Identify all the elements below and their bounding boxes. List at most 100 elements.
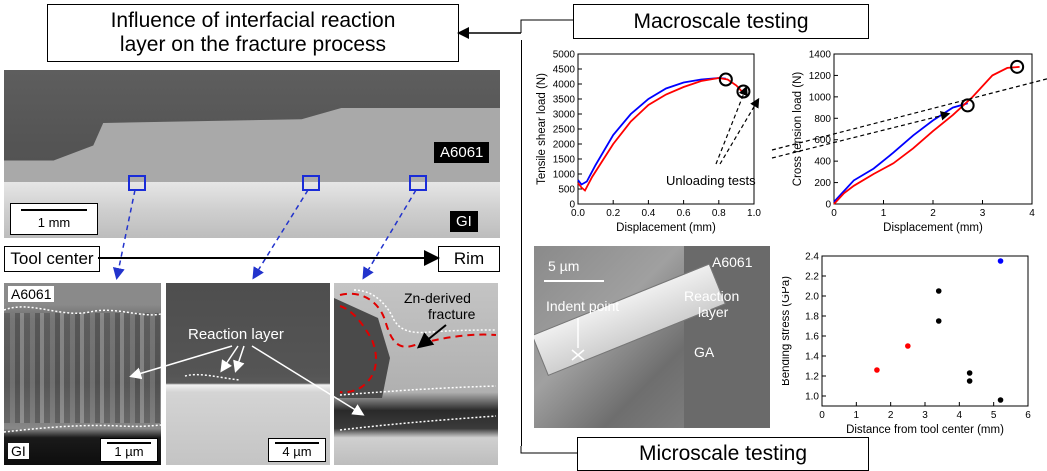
reaction-arrow-2 [220, 345, 239, 373]
title-line-2: layer on the fracture process [119, 33, 387, 56]
roi-pointer-1 [112, 189, 136, 280]
data-point [905, 343, 911, 349]
y-axis-label: Tensile shear load (N) [536, 73, 548, 185]
y-tick-label: 1.0 [805, 392, 819, 403]
panel1-top-interface [3, 306, 162, 316]
x-tick-label: 2 [930, 208, 936, 219]
panel1-bottom-interface [3, 424, 162, 433]
y-tick-label: 1000 [809, 92, 832, 103]
ga-label: GA [694, 344, 715, 360]
macroscale-title: Macroscale testing [573, 4, 869, 39]
panel1-a6061-label: A6061 [8, 286, 55, 302]
x-tick-label: 0 [831, 208, 837, 219]
zn-fracture-label-2: fracture [428, 306, 476, 322]
zn-fracture-label-1: Zn-derived [404, 290, 471, 306]
unloading-marker [736, 84, 751, 99]
data-point [997, 397, 1004, 403]
left-annotation-overlay: Reaction layer Zn-derived fracture [3, 175, 497, 433]
macro-a6061-label: A6061 [434, 142, 490, 163]
sem-scale-bar [544, 280, 604, 282]
micro-panel-1: A6061 GI 1 µm [4, 283, 161, 465]
sem-scale-label: 5 µm [548, 258, 580, 274]
y-tick-label: 1200 [809, 71, 832, 82]
right-frame-line [521, 40, 522, 446]
unloading-arrow-3 [771, 111, 951, 159]
y-tick-label: 1.8 [805, 312, 819, 323]
unloading-marker [718, 72, 733, 87]
sem-marks [571, 318, 585, 361]
y-tick-label: 1400 [809, 50, 832, 61]
y-tick-label: 0 [825, 200, 831, 211]
y-tick-label: 600 [814, 135, 831, 146]
unloading-arrow-4 [771, 78, 1047, 151]
x-tick-label: 3 [980, 208, 986, 219]
y-tick-label: 5000 [553, 50, 576, 61]
y-tick-label: 1.4 [805, 352, 819, 363]
panel3-top-interface [353, 289, 497, 334]
roi-pointer-2 [252, 189, 309, 280]
x-tick-label: 1 [854, 410, 860, 421]
unloading-tests-label: Unloading tests [666, 173, 756, 188]
y-tick-label: 3500 [553, 95, 576, 106]
data-point [935, 318, 942, 324]
y-tick-label: 2.2 [805, 272, 819, 283]
data-point [966, 370, 973, 376]
panel2-scale-bar: 4 µm [268, 438, 326, 462]
x-tick-label: 0.8 [712, 208, 726, 219]
y-tick-label: 1000 [553, 170, 576, 181]
title-box: Influence of interfacial reaction layer … [47, 4, 459, 62]
indent-point-label: Indent point [546, 298, 620, 314]
bending-stress-chart: 0 1 2 3 4 5 6 1.0 1.2 1.4 1.6 1.8 2.0 2.2 2.4 Distance … [782, 252, 1031, 437]
y-tick-label: 1500 [553, 155, 576, 166]
tool-center-label: Tool center [4, 246, 100, 272]
microscale-title: Microscale testing [577, 437, 869, 471]
sem-a6061-label: A6061 [712, 254, 753, 270]
x-axis-label: Displacement (mm) [883, 222, 983, 234]
x-tick-label: 0.0 [571, 208, 585, 219]
roi-box-1 [128, 175, 146, 191]
macro-cross-section-image: A6061 GI 1 mm [4, 70, 500, 238]
series-line-2 [577, 77, 745, 192]
rim-label: Rim [438, 246, 500, 272]
y-tick-label: 800 [814, 114, 831, 125]
x-tick-label: 0.2 [606, 208, 620, 219]
y-tick-label: 1.2 [805, 372, 819, 383]
roi-box-2 [302, 175, 320, 191]
y-tick-label: 2.4 [805, 252, 819, 263]
x-tick-label: 0 [819, 410, 825, 421]
y-tick-label: 2500 [553, 125, 576, 136]
reaction-arrow-3 [233, 345, 245, 373]
y-tick-label: 4500 [553, 65, 576, 76]
y-tick-label: 200 [814, 178, 831, 189]
x-tick-label: 1.0 [747, 208, 761, 219]
x-tick-label: 5 [991, 410, 997, 421]
x-tick-label: 4 [1029, 208, 1035, 219]
macroscale-connector [520, 19, 573, 33]
panel3-lower-interface [339, 385, 497, 396]
title-line-1: Influence of interfacial reaction [110, 9, 396, 32]
x-tick-label: 6 [1025, 410, 1031, 421]
microscale-connector [520, 446, 577, 454]
data-point [935, 288, 942, 294]
data-point [997, 258, 1004, 264]
reaction-layer-sem-label-2: layer [698, 304, 729, 320]
x-tick-label: 0.6 [677, 208, 691, 219]
tensile-shear-chart: 0.0 0.2 0.4 0.6 0.8 1.0 0 500 1000 1500 2000 2500 30… [536, 50, 761, 235]
y-tick-label: 2.0 [805, 292, 819, 303]
zn-fracture-arrow [416, 324, 447, 349]
micro-panel-3 [334, 283, 498, 465]
reaction-arrow-1 [129, 345, 233, 380]
y-tick-label: 400 [814, 157, 831, 168]
data-point [966, 378, 973, 384]
macro-scale-bar: 1 mm [10, 203, 98, 235]
reaction-arrow-4 [251, 345, 365, 416]
series-line-1 [577, 77, 726, 186]
reaction-layer-label: Reaction layer [188, 326, 284, 343]
unloading-arrow-1 [715, 85, 748, 165]
x-axis-label: Distance from tool center (mm) [846, 424, 1004, 436]
x-tick-label: 1 [881, 208, 887, 219]
panel2-layer-outline [184, 373, 241, 381]
macro-gi-label: GI [450, 211, 478, 232]
